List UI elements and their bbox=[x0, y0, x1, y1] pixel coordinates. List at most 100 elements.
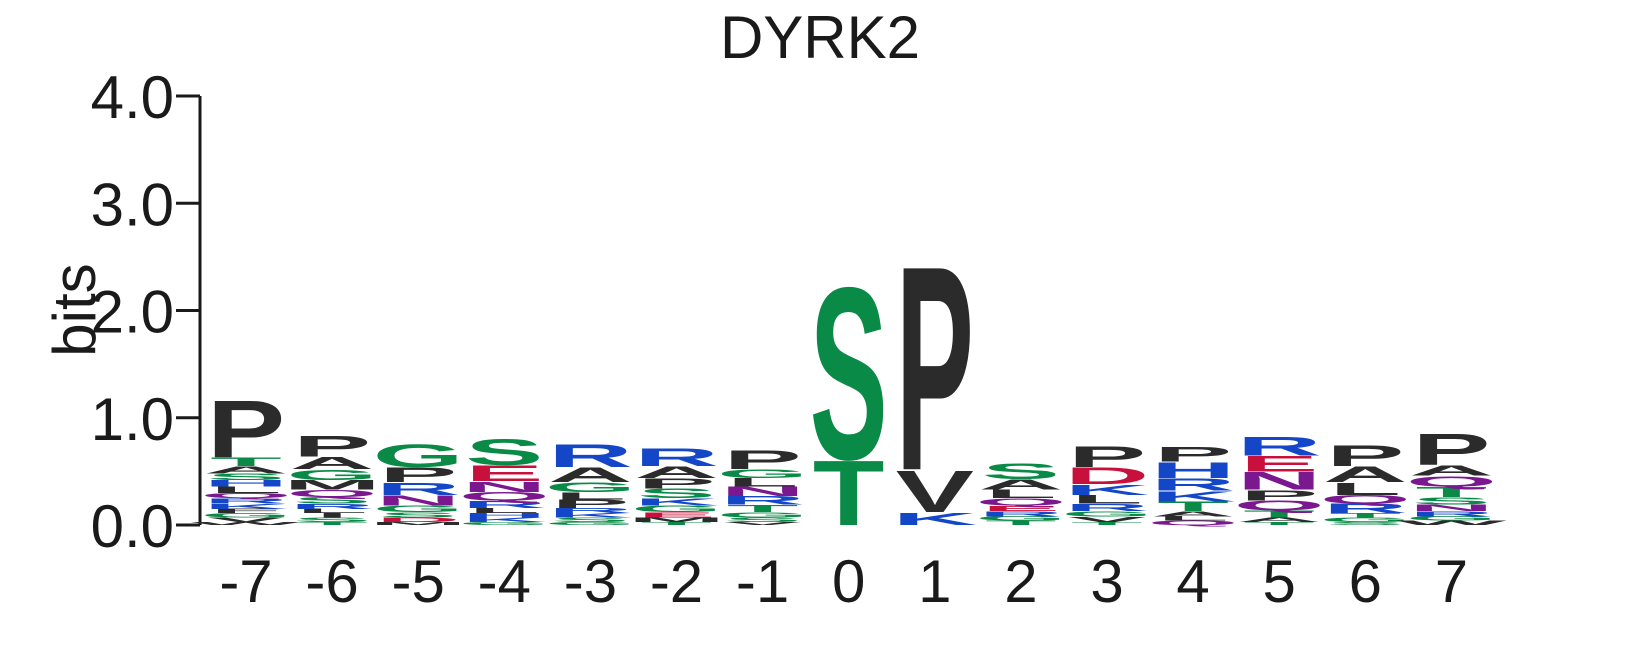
logo-letter: V bbox=[896, 458, 974, 525]
logo-letter: R bbox=[634, 443, 719, 471]
logo-letter: A bbox=[548, 463, 633, 486]
x-tick-label: 5 bbox=[1263, 548, 1296, 615]
logo-letter: T bbox=[1416, 484, 1488, 501]
logo-letter: H bbox=[1151, 458, 1236, 483]
logo-letter: L bbox=[1157, 515, 1229, 522]
logo-letter: P bbox=[637, 475, 715, 492]
y-tick-label: 3.0 bbox=[91, 171, 174, 238]
logo-letter: N bbox=[720, 484, 805, 499]
logo-letter: H bbox=[204, 478, 289, 488]
logo-letter: S bbox=[982, 459, 1060, 484]
logo-letter: K bbox=[204, 502, 289, 510]
logo-letter: T bbox=[1157, 499, 1229, 514]
logo-letter: S bbox=[293, 516, 371, 523]
logo-letter: Q bbox=[459, 490, 550, 503]
logo-letter: N bbox=[1409, 503, 1494, 513]
logo-letter: P bbox=[1068, 441, 1146, 474]
logo-letter: S bbox=[379, 511, 457, 519]
logo-letter: G bbox=[1406, 515, 1497, 522]
logo-letter: R bbox=[1151, 474, 1236, 494]
logo-letter: N bbox=[1237, 467, 1322, 495]
x-tick-label: 0 bbox=[832, 548, 865, 615]
logo-letter: M bbox=[283, 478, 381, 493]
y-tick-label: 4.0 bbox=[91, 64, 174, 131]
logo-letter: T bbox=[1330, 512, 1402, 519]
logo-letter: R bbox=[290, 502, 375, 510]
logo-letter: Q bbox=[1148, 520, 1239, 527]
logo-letter: G bbox=[717, 511, 808, 519]
logo-letter: P bbox=[1240, 487, 1318, 504]
logo-letter: Q bbox=[1234, 498, 1325, 513]
logo-letter: G bbox=[631, 504, 722, 514]
x-tick-label: 6 bbox=[1349, 548, 1382, 615]
y-tick-label: 0.0 bbox=[91, 493, 174, 560]
logo-letter: T bbox=[727, 503, 799, 515]
logo-letter: Q bbox=[975, 496, 1066, 508]
chart-title: DYRK2 bbox=[720, 4, 920, 71]
x-tick-label: -6 bbox=[305, 548, 358, 615]
logo-letter: A bbox=[1323, 462, 1408, 487]
logo-letter: K bbox=[462, 516, 547, 523]
logo-letter: T bbox=[210, 455, 282, 468]
logo-letter: W bbox=[191, 521, 303, 526]
logo-letter: T bbox=[296, 521, 368, 526]
logo-stacks: WVGFKRQLHSATPTSILRSQMGAPMDSGNRPGGKHLRQNE… bbox=[191, 207, 1508, 545]
logo-letter: N bbox=[462, 478, 547, 495]
logo-letter: W bbox=[1396, 520, 1508, 527]
logo-letter: A bbox=[1237, 516, 1322, 523]
x-tick-label: 4 bbox=[1176, 548, 1209, 615]
logo-letter: A bbox=[290, 453, 375, 473]
logo-letter: V bbox=[1068, 515, 1146, 523]
x-tick-label: 7 bbox=[1435, 548, 1468, 615]
logo-letter: E bbox=[465, 461, 543, 486]
logo-letter: H bbox=[462, 512, 547, 519]
logo-letter: G bbox=[287, 466, 378, 483]
logo-letter: S bbox=[637, 486, 715, 501]
logo-letter: K bbox=[1151, 488, 1236, 505]
logo-letter: L bbox=[469, 506, 541, 514]
logo-letter: N bbox=[376, 492, 461, 509]
x-axis-ticks: -7 -6 -5 -4 -3 -2 -1 0 1 2 3 4 5 6 7 bbox=[219, 548, 1468, 615]
logo-letter: R bbox=[376, 479, 461, 499]
logo-letter: E bbox=[982, 504, 1060, 512]
logo-letter: A bbox=[204, 464, 289, 476]
logo-letter: P bbox=[293, 430, 371, 463]
logo-letter: V bbox=[724, 521, 802, 526]
logo-letter: G bbox=[1320, 516, 1411, 523]
y-tick-label: 1.0 bbox=[91, 386, 174, 453]
logo-letter: L bbox=[296, 508, 368, 515]
logo-letter: L bbox=[210, 485, 282, 495]
logo-letter: Q bbox=[200, 491, 291, 499]
x-tick-label: -7 bbox=[219, 548, 272, 615]
logo-letter: T bbox=[641, 521, 713, 526]
logo-letter: P bbox=[1412, 425, 1490, 475]
logo-letter: Q bbox=[1406, 473, 1497, 490]
logo-letter: R bbox=[462, 498, 547, 510]
logo-letter: G bbox=[545, 480, 636, 495]
logo-letter: I bbox=[316, 512, 349, 519]
logo-letter: G bbox=[373, 438, 464, 475]
y-axis-label: bits bbox=[41, 263, 108, 356]
logo-letter: E bbox=[1240, 451, 1318, 476]
logo-letter: P bbox=[1326, 440, 1404, 473]
x-tick-label: -3 bbox=[564, 548, 617, 615]
logo-letter: R bbox=[979, 510, 1064, 518]
logo-letter: G bbox=[373, 504, 464, 514]
logo-letter: K bbox=[548, 512, 633, 519]
logo-letter: R bbox=[1237, 431, 1322, 461]
logo-letter: K bbox=[1065, 481, 1150, 498]
logo-letter: S bbox=[551, 516, 629, 523]
logo-letter: A bbox=[1151, 510, 1236, 518]
logo-letter: L bbox=[555, 490, 627, 502]
logo-letter: P bbox=[551, 497, 629, 510]
logo-letter: D bbox=[376, 516, 461, 523]
logo-letter: P bbox=[724, 445, 802, 475]
logo-letter: M bbox=[369, 521, 467, 526]
logo-letter: T bbox=[813, 443, 885, 545]
logo-letter: A bbox=[634, 463, 719, 481]
logo-letter: P bbox=[1154, 443, 1232, 466]
logo-letter: S bbox=[1326, 521, 1404, 526]
logo-letter: S bbox=[810, 236, 888, 510]
y-tick-label: 2.0 bbox=[91, 279, 174, 346]
